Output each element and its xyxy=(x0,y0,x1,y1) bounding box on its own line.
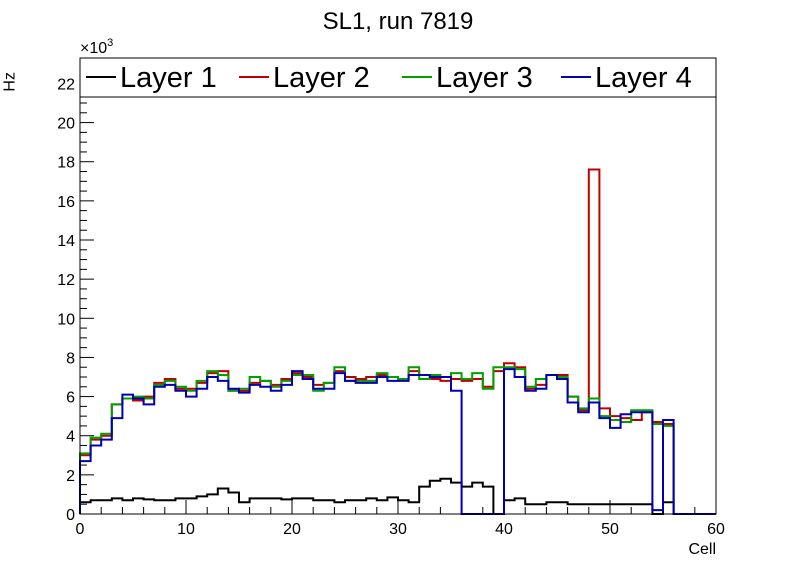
series-4-bin xyxy=(504,369,515,514)
series-4-bin xyxy=(621,414,632,514)
series-4-bin xyxy=(631,412,642,514)
series-4-bin xyxy=(398,381,409,514)
series-3-bin xyxy=(472,373,483,514)
series-4-bin xyxy=(260,387,271,514)
legend-label-1: Layer 1 xyxy=(120,62,217,94)
series-4-bin xyxy=(144,404,155,514)
series-4-bin xyxy=(589,402,600,514)
y-tick-label: 0 xyxy=(66,507,75,524)
y-tick-label: 4 xyxy=(66,429,75,446)
series-4-bin xyxy=(610,428,621,514)
series-4-bin xyxy=(175,391,186,514)
series-4-bin xyxy=(91,446,102,514)
x-tick-label: 50 xyxy=(601,521,619,538)
y-axis-multiplier-power: 3 xyxy=(107,37,113,49)
y-tick-label: 6 xyxy=(66,390,75,407)
series-4-bin xyxy=(218,381,229,514)
series-4-bin xyxy=(663,420,674,514)
series-1-line xyxy=(79,477,716,515)
series-4-bin xyxy=(345,381,356,514)
y-tick-label: 8 xyxy=(66,350,75,367)
series-4-bin xyxy=(324,389,335,514)
series-3-bin xyxy=(652,424,663,514)
y-tick-label: 2 xyxy=(66,468,75,485)
series-4-bin xyxy=(525,391,536,514)
x-tick-label: 10 xyxy=(177,521,195,538)
series-4-bin xyxy=(80,461,91,514)
tick-labels: 0 10 20 30 40 50 60 0 2 4 6 8 10 12 14 16 18 20 22 xyxy=(57,76,725,538)
series-4-bin xyxy=(568,402,579,514)
series-4-bin xyxy=(652,510,663,514)
y-tick-label: 20 xyxy=(57,116,75,133)
series-4-bin xyxy=(419,375,430,514)
series-4-bin xyxy=(440,377,451,514)
y-tick-label: 22 xyxy=(57,76,75,93)
series-4-bin xyxy=(430,377,441,514)
series-3-bin xyxy=(462,379,473,514)
y-axis-label: Hz xyxy=(2,72,19,92)
series-1 xyxy=(79,477,716,515)
y-axis-multiplier-base: ×10 xyxy=(80,40,107,57)
series-4-bin xyxy=(154,387,165,514)
series-4-bin xyxy=(387,381,398,514)
series-4-bin xyxy=(292,371,303,514)
x-axis-label: Cell xyxy=(688,541,716,558)
series-4-bin xyxy=(356,383,367,514)
series-4-bin xyxy=(599,418,610,514)
series-4-bin xyxy=(207,377,218,514)
series-4-bin xyxy=(515,377,526,514)
series-4-bin xyxy=(303,379,314,514)
x-tick-label: 20 xyxy=(283,521,301,538)
series-4-bin xyxy=(377,377,388,514)
chart-title: SL1, run 7819 xyxy=(323,8,474,35)
series-4-bin xyxy=(334,373,345,514)
series-4-bin xyxy=(186,397,197,514)
legend-box xyxy=(79,57,717,98)
series-4-bin xyxy=(642,412,653,514)
series-3-bin xyxy=(483,389,494,514)
series-4-bin xyxy=(313,389,324,514)
y-tick-label: 14 xyxy=(57,233,75,250)
series-4-bin xyxy=(366,383,377,514)
series-4-bin xyxy=(133,399,144,514)
data-series xyxy=(79,168,716,515)
x-tick-label: 60 xyxy=(707,521,725,538)
series-4-bin xyxy=(281,385,292,514)
y-tick-label: 16 xyxy=(57,194,75,211)
x-tick-label: 40 xyxy=(495,521,513,538)
y-tick-label: 10 xyxy=(57,311,75,328)
series-4-bin xyxy=(122,395,133,514)
series-4-bin xyxy=(112,418,123,514)
legend-label-3: Layer 3 xyxy=(436,62,533,94)
x-tick-label: 30 xyxy=(389,521,407,538)
series-4-bin xyxy=(165,385,176,514)
series-4-bin xyxy=(250,385,261,514)
series-4-bin xyxy=(451,391,462,514)
series-4-line xyxy=(79,368,716,515)
series-4-bin xyxy=(578,412,589,514)
series-3-bin xyxy=(493,367,504,514)
y-tick-label: 12 xyxy=(57,272,75,289)
y-tick-label: 18 xyxy=(57,155,75,172)
series-4-bin xyxy=(409,375,420,514)
series-4-bin xyxy=(197,389,208,514)
series-4-bin xyxy=(536,389,547,514)
legend: Layer 1 Layer 2 Layer 3 Layer 4 xyxy=(79,57,717,98)
series-4-bin xyxy=(557,379,568,514)
series-4-bin xyxy=(271,391,282,514)
x-tick-label: 0 xyxy=(76,521,85,538)
series-4 xyxy=(79,368,716,515)
legend-label-2: Layer 2 xyxy=(273,62,370,94)
series-4-bin xyxy=(101,440,112,514)
series-4-bin xyxy=(239,393,250,514)
y-axis-multiplier: ×103 xyxy=(80,37,113,57)
legend-label-4: Layer 4 xyxy=(595,62,692,94)
series-4-bin xyxy=(228,389,239,514)
series-4-bin xyxy=(546,375,557,514)
